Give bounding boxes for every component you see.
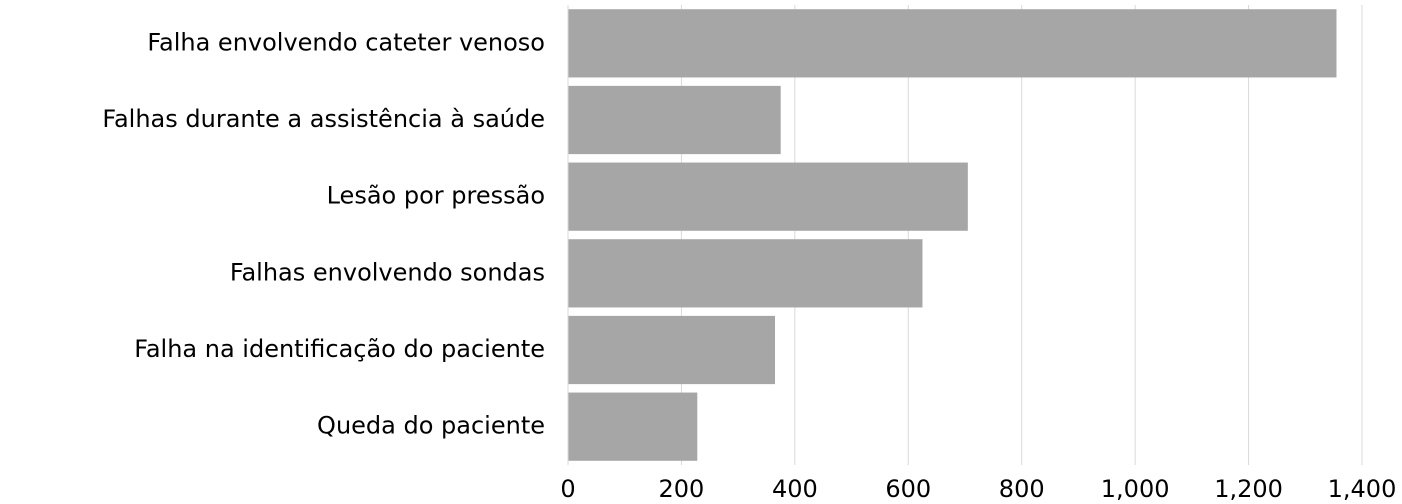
x-tick-label: 1,200 (1214, 475, 1283, 503)
y-tick-label: Falhas durante a assistência à saúde (102, 105, 545, 133)
bar (568, 392, 698, 461)
x-tick-label: 0 (560, 475, 575, 503)
y-tick-label: Falha na identificação do paciente (134, 335, 545, 363)
x-tick-label: 1,400 (1328, 475, 1397, 503)
bar (568, 315, 776, 385)
x-tick-label: 800 (999, 475, 1045, 503)
bar (568, 9, 1337, 78)
y-tick-label: Queda do paciente (317, 412, 545, 440)
y-tick-label: Lesão por pressão (327, 182, 545, 210)
x-tick-label: 1,000 (1101, 475, 1170, 503)
bar (568, 162, 968, 231)
x-tick-label: 600 (885, 475, 931, 503)
bar (568, 239, 923, 308)
bar (568, 85, 781, 155)
y-tick-label: Falha envolvendo cateter venoso (147, 28, 545, 56)
x-tick-label: 400 (772, 475, 818, 503)
x-tick-label: 200 (659, 475, 705, 503)
y-tick-label: Falhas envolvendo sondas (230, 258, 545, 286)
